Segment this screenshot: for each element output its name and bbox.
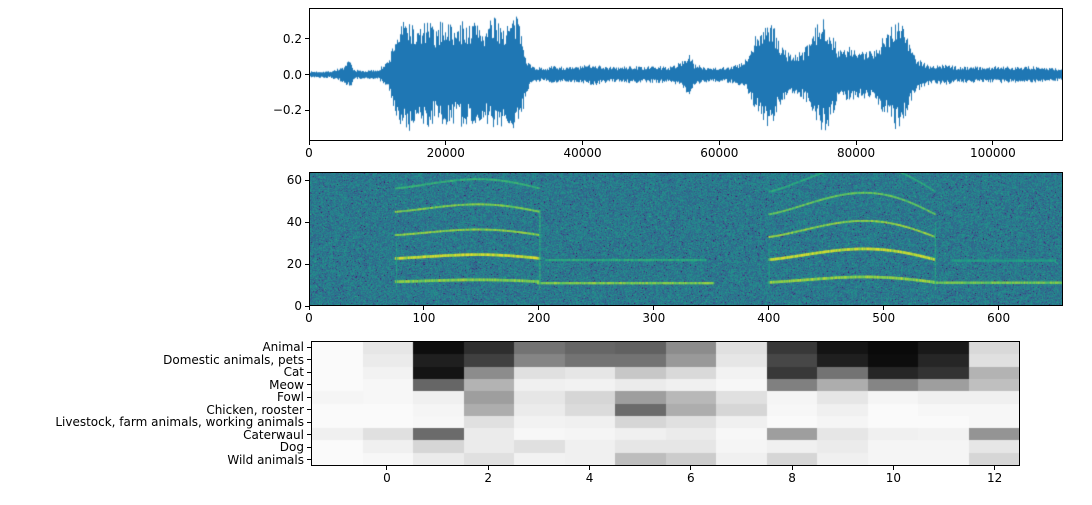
y-tick-mark — [307, 421, 311, 423]
x-tick-mark — [308, 306, 310, 310]
x-tick-label: 10 — [885, 471, 902, 485]
x-tick-label: 40000 — [563, 146, 602, 160]
spectrogram-subplot — [309, 172, 1063, 306]
x-tick-mark — [445, 141, 447, 145]
x-tick-label: 0 — [383, 471, 391, 485]
x-tick-mark — [718, 141, 720, 145]
y-tick-mark — [305, 305, 309, 307]
x-tick-label: 4 — [585, 471, 594, 485]
x-tick-mark — [855, 141, 857, 145]
class-label: Caterwaul — [243, 427, 304, 442]
x-tick-mark — [994, 466, 996, 470]
y-tick-label: 0.2 — [282, 31, 302, 46]
x-tick-label: 60000 — [700, 146, 739, 160]
x-tick-label: 6 — [686, 471, 695, 485]
y-tick-mark — [305, 38, 309, 40]
y-tick-label: 0.0 — [282, 67, 302, 82]
x-tick-mark — [892, 466, 894, 470]
y-tick-label: 20 — [286, 257, 302, 272]
x-tick-label: 100 — [412, 311, 436, 325]
class-label: Cat — [283, 365, 304, 380]
y-tick-mark — [307, 359, 311, 361]
x-tick-mark — [992, 141, 994, 145]
y-tick-mark — [307, 371, 311, 373]
x-tick-label: 100000 — [969, 146, 1016, 160]
x-tick-mark — [582, 141, 584, 145]
class-heatmap-subplot — [311, 341, 1020, 466]
x-tick-label: 0 — [305, 311, 313, 325]
y-tick-mark — [307, 396, 311, 398]
waveform-plot — [310, 9, 1062, 140]
y-tick-mark — [307, 459, 311, 461]
x-tick-mark — [487, 466, 489, 470]
y-tick-label: −0.2 — [272, 103, 302, 118]
x-tick-label: 12 — [987, 471, 1003, 485]
x-tick-mark — [653, 306, 655, 310]
x-tick-label: 8 — [788, 471, 796, 485]
class-label: Animal — [262, 340, 304, 355]
x-tick-mark — [690, 466, 692, 470]
y-tick-mark — [307, 434, 311, 436]
x-tick-label: 20000 — [426, 146, 465, 160]
x-tick-label: 600 — [987, 311, 1011, 325]
x-tick-mark — [791, 466, 793, 470]
y-tick-mark — [307, 384, 311, 386]
y-tick-mark — [307, 409, 311, 411]
x-tick-mark — [768, 306, 770, 310]
x-tick-mark — [998, 306, 1000, 310]
y-tick-mark — [305, 179, 309, 181]
x-tick-mark — [308, 141, 310, 145]
y-tick-mark — [305, 109, 309, 111]
y-tick-mark — [305, 263, 309, 265]
y-tick-mark — [307, 446, 311, 448]
class-label: Wild animals — [227, 452, 304, 467]
y-tick-mark — [305, 74, 309, 75]
class-label: Chicken, rooster — [206, 402, 304, 417]
x-tick-mark — [423, 306, 425, 310]
spectrogram-plot — [310, 173, 1062, 305]
x-tick-label: 2 — [484, 471, 493, 485]
x-tick-label: 200 — [527, 311, 551, 325]
class-label: Domestic animals, pets — [163, 352, 304, 367]
x-tick-mark — [538, 306, 540, 310]
y-tick-label: 0 — [294, 299, 302, 313]
x-tick-label: 300 — [642, 311, 666, 325]
y-tick-label: 40 — [286, 215, 302, 230]
class-label: Meow — [269, 377, 304, 392]
x-tick-mark — [386, 466, 388, 470]
y-tick-mark — [305, 221, 309, 223]
x-tick-label: 80000 — [837, 146, 876, 160]
waveform-subplot — [309, 8, 1063, 141]
class-label: Livestock, farm animals, working animals — [55, 415, 304, 430]
x-tick-label: 0 — [305, 146, 313, 160]
class-label: Dog — [279, 440, 304, 455]
class-label: Fowl — [277, 390, 304, 405]
x-tick-mark — [589, 466, 591, 470]
y-tick-mark — [307, 346, 311, 348]
class-heatmap-plot — [312, 342, 1019, 465]
x-tick-mark — [883, 306, 885, 310]
x-tick-label: 400 — [757, 311, 781, 325]
x-tick-label: 500 — [872, 311, 896, 325]
y-tick-label: 60 — [286, 173, 302, 188]
